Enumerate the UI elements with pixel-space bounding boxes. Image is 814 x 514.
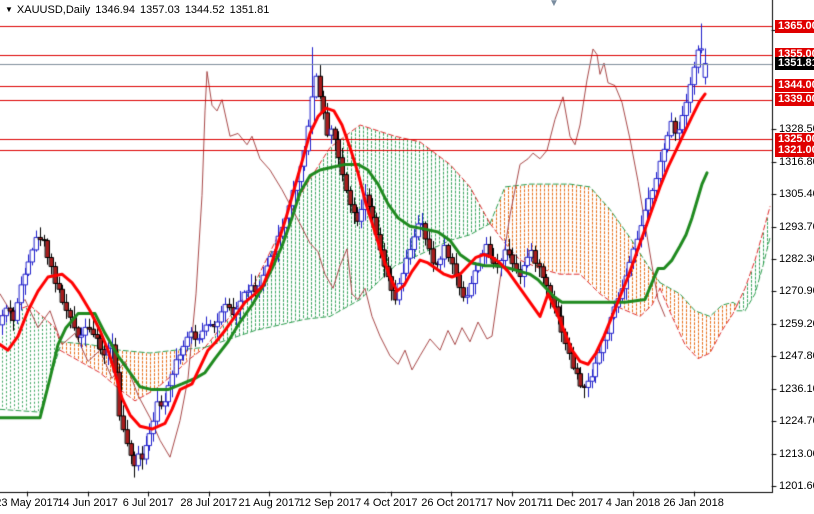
symbol-period-label[interactable]: XAUUSD,Daily: [16, 4, 91, 16]
date-tick-label: 12 Sep 2017: [298, 497, 362, 509]
chart-shift-marker-icon[interactable]: ▼: [549, 0, 559, 9]
price-tick-label: 1201.60: [779, 480, 814, 493]
price-tick-label: 1236.10: [779, 383, 814, 396]
ohlc-open: 1346.94: [95, 4, 136, 16]
chart-header: ▼ XAUUSD,Daily 1346.94 1357.03 1344.52 1351.8…: [5, 4, 269, 16]
resistance-price-label[interactable]: 1325.00: [775, 132, 814, 146]
price-tick-label: 1224.70: [779, 415, 814, 428]
price-tick-label: 1316.80: [779, 156, 814, 169]
date-tick-label: 4 Jan 2018: [605, 497, 661, 509]
symbol-dropdown-icon[interactable]: ▼: [5, 5, 13, 14]
date-tick-label: 21 Aug 2017: [238, 497, 301, 509]
date-tick-label: 14 Jun 2017: [57, 497, 118, 509]
ohlc-high: 1357.03: [140, 4, 180, 16]
date-tick-label: 11 Dec 2017: [541, 497, 604, 509]
date-tick-label: 23 May 2017: [0, 497, 59, 509]
price-tick-label: 1259.20: [779, 318, 814, 331]
ohlc-close: 1351.81: [229, 4, 270, 16]
resistance-price-label[interactable]: 1365.00: [775, 19, 814, 33]
date-tick-label: 28 Jul 2017: [180, 497, 238, 509]
date-tick-label: 6 Jul 2017: [122, 497, 174, 509]
resistance-price-label[interactable]: 1339.00: [775, 93, 814, 107]
date-tick-label: 26 Jan 2018: [663, 497, 724, 509]
current-price-label: 1351.81: [775, 57, 814, 71]
date-tick-label: 17 Nov 2017: [480, 497, 543, 509]
price-tick-label: 1293.70: [779, 221, 814, 234]
resistance-price-label[interactable]: 1321.00: [775, 143, 814, 157]
price-tick-label: 1282.30: [779, 253, 814, 266]
price-tick-label: 1247.80: [779, 350, 814, 363]
price-tick-label: 1270.90: [779, 285, 814, 298]
ohlc-low: 1344.52: [184, 4, 225, 16]
price-tick-label: 1213.00: [779, 448, 814, 461]
price-tick-label: 1305.40: [779, 188, 814, 201]
date-tick-label: 26 Oct 2017: [421, 497, 482, 509]
date-tick-label: 4 Oct 2017: [363, 497, 418, 509]
price-tick-label: 1328.50: [779, 123, 814, 136]
resistance-price-label[interactable]: 1344.00: [775, 79, 814, 93]
